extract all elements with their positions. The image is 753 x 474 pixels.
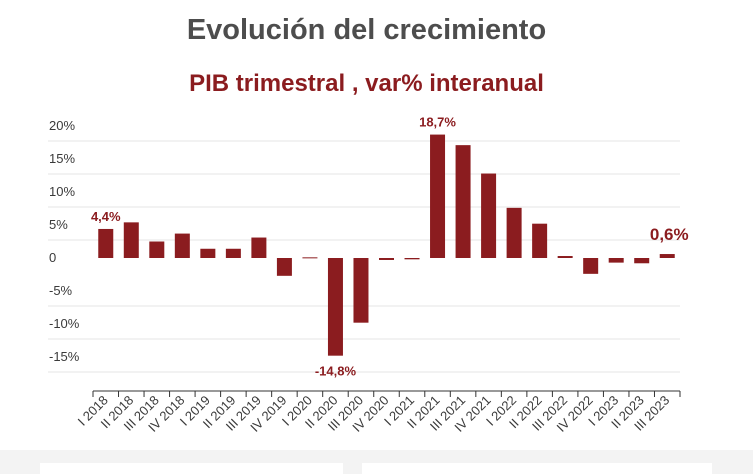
bar — [327, 258, 343, 356]
y-tick-label: 5% — [49, 217, 68, 232]
data-label: -14,8% — [315, 364, 357, 379]
bar — [251, 237, 267, 258]
bar — [225, 248, 241, 258]
y-tick-label: 20% — [49, 118, 75, 133]
data-label: 0,6% — [650, 225, 689, 244]
bar — [123, 222, 139, 258]
data-label: 18,7% — [419, 115, 456, 130]
bar — [532, 223, 548, 258]
next-card-right — [362, 463, 712, 474]
data-label: 4,4% — [91, 209, 121, 224]
bar — [404, 258, 420, 260]
bar — [634, 258, 650, 264]
y-tick-label: -15% — [49, 349, 80, 364]
bar — [174, 233, 190, 258]
bar — [583, 258, 599, 274]
bar — [353, 258, 369, 323]
bar — [455, 145, 471, 258]
bar — [608, 258, 624, 263]
chart-card: Evolución del crecimiento PIB trimestral… — [0, 0, 753, 450]
bar — [659, 254, 675, 258]
bar — [276, 258, 292, 276]
y-tick-label: -5% — [49, 283, 73, 298]
bar — [149, 241, 165, 258]
bar — [506, 207, 522, 258]
bar — [557, 256, 573, 258]
next-card-left — [40, 463, 343, 474]
bar — [302, 257, 318, 259]
bar — [481, 173, 497, 258]
bar — [200, 248, 216, 258]
y-tick-label: 0 — [49, 250, 56, 265]
chart-title: Evolución del crecimiento — [186, 14, 547, 46]
bar — [379, 258, 394, 260]
y-tick-label: 15% — [49, 151, 75, 166]
y-tick-label: -10% — [49, 316, 80, 331]
bar — [98, 228, 114, 258]
chart-subtitle: PIB trimestral , var% interanual — [189, 70, 544, 97]
bar — [430, 134, 446, 258]
y-tick-label: 10% — [49, 184, 75, 199]
